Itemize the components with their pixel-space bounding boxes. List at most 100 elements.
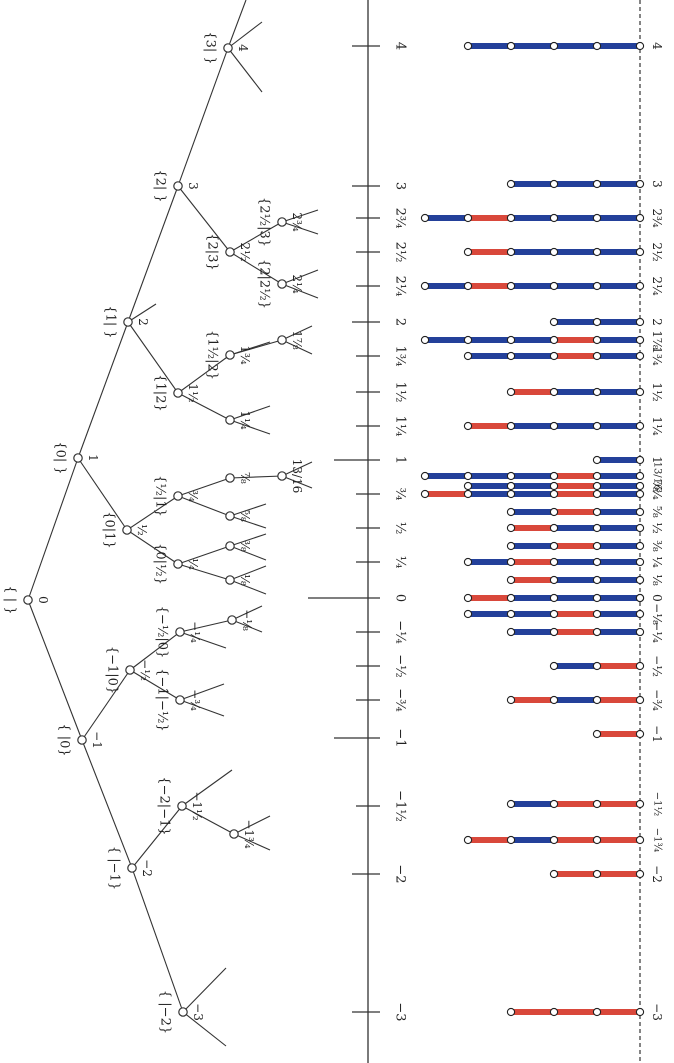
tree-node-circle <box>277 279 287 289</box>
bar-b178 <box>420 335 645 345</box>
bar-node <box>506 593 516 603</box>
bar-node <box>506 481 516 491</box>
tree-edge-stub <box>229 405 271 421</box>
tree-edge-stub <box>127 303 157 323</box>
tree-node-circle <box>227 615 237 625</box>
axis-tick-label: 2 <box>393 318 408 326</box>
bar-node <box>592 695 602 705</box>
tree-node: ⅞ <box>225 472 252 484</box>
right-axis-label: ⅝ <box>650 506 664 518</box>
bar-node <box>549 507 559 517</box>
axis-tick-label: −¼ <box>393 620 408 644</box>
bar-bm34 <box>506 695 645 705</box>
tree-edge <box>177 477 231 497</box>
tree-edge-stub <box>281 339 313 355</box>
tree-node-value: −⅛ <box>240 609 254 631</box>
bar-node <box>592 541 602 551</box>
tree-edge <box>177 495 231 517</box>
bar-node <box>549 489 559 499</box>
tree-node-label: {0|1} <box>102 511 117 548</box>
tree-edge-stub <box>233 833 271 851</box>
bar-node <box>592 335 602 345</box>
bar-node <box>463 247 473 257</box>
tree-node: ⅛ <box>225 574 252 586</box>
bar-bm134 <box>463 835 645 845</box>
tree-edge <box>129 631 181 671</box>
bar-node <box>463 835 473 845</box>
bar-node <box>506 1007 516 1017</box>
tree-node-value: 2¼ <box>290 274 304 294</box>
right-axis-label: −¼ <box>650 621 664 643</box>
axis-tick-label: −1 <box>393 728 408 747</box>
tree-edge-stub <box>182 1011 227 1047</box>
tree-node-value: 0 <box>36 596 50 604</box>
axis-tick-label: 2¼ <box>393 276 408 297</box>
right-axis-label: 2¾ <box>650 208 664 228</box>
bar-node <box>635 481 645 491</box>
tree-node-circle <box>178 1007 188 1017</box>
tree-node-label: {−½|0} <box>155 606 170 659</box>
tree-node: ⅜ <box>225 540 252 552</box>
tree-edge-stub <box>229 419 271 435</box>
tree-node-label: {1|2} <box>153 374 168 411</box>
tree-node-value: 4 <box>236 44 250 52</box>
tree-edge <box>81 739 133 869</box>
bar-node <box>592 481 602 491</box>
bar-node <box>506 507 516 517</box>
tree-node-label: { | } <box>3 585 18 614</box>
tree-node: {0|½} ¼ <box>153 543 201 585</box>
bar-node <box>635 557 645 567</box>
tree-edge-stub <box>229 515 267 529</box>
bar-node <box>549 557 559 567</box>
tree-node: {½|1} ¾ <box>153 475 201 517</box>
tree-node-label: {1½|2} <box>205 330 220 380</box>
bar-node <box>506 575 516 585</box>
bar-node <box>506 281 516 291</box>
bar-b212 <box>463 247 645 257</box>
axis-tick-label: 1¾ <box>393 346 408 367</box>
bar-node <box>506 799 516 809</box>
tree-edge <box>229 475 283 479</box>
tree-node-circle <box>225 473 235 483</box>
tree-node-value: ⅞ <box>238 472 252 484</box>
bar-node <box>592 213 602 223</box>
bar-node <box>592 351 602 361</box>
tree-node-circle <box>225 511 235 521</box>
tree-node: {−2|−1} −1½ <box>157 776 205 835</box>
tree-node: {−1|−½} −¾ <box>155 668 203 732</box>
bar-b214 <box>420 281 645 291</box>
tree-node-value: ⅛ <box>238 574 252 586</box>
tree-edge-stub <box>281 269 319 285</box>
bar-node <box>635 661 645 671</box>
tree-node-label: {½|1} <box>153 475 168 517</box>
tree-node: {2|2½} 2¼ <box>257 259 305 309</box>
bar-bm14 <box>506 627 645 637</box>
tree-edge <box>126 495 179 531</box>
tree-node: 1¼ <box>225 410 252 430</box>
bar-b112 <box>506 387 645 397</box>
bar-node <box>592 593 602 603</box>
bar-node <box>506 41 516 51</box>
tree-node-value: 3 <box>186 182 200 190</box>
axis-tick-label: 1 <box>393 456 408 464</box>
tree-node-circle <box>175 695 185 705</box>
tree-edge-stub <box>229 565 267 581</box>
bar-node <box>635 247 645 257</box>
tree-edge-stub <box>233 815 271 835</box>
bar-node <box>420 213 430 223</box>
tree-edge <box>177 354 231 394</box>
bar-b34 <box>420 489 645 499</box>
tree-edge <box>131 867 184 1013</box>
bar-node <box>463 489 473 499</box>
right-axis-label: 3 <box>650 180 664 188</box>
tree-node-label: { |0} <box>57 723 72 756</box>
tree-edge-stub <box>227 0 247 49</box>
bar-node <box>420 335 430 345</box>
tree-node-label: {0|½} <box>153 543 168 585</box>
right-axis-label: 1⅞ <box>650 330 664 350</box>
bar-node <box>549 695 559 705</box>
bar-node <box>463 281 473 291</box>
bar-node <box>635 541 645 551</box>
right-axis-label: −¾ <box>650 689 664 711</box>
